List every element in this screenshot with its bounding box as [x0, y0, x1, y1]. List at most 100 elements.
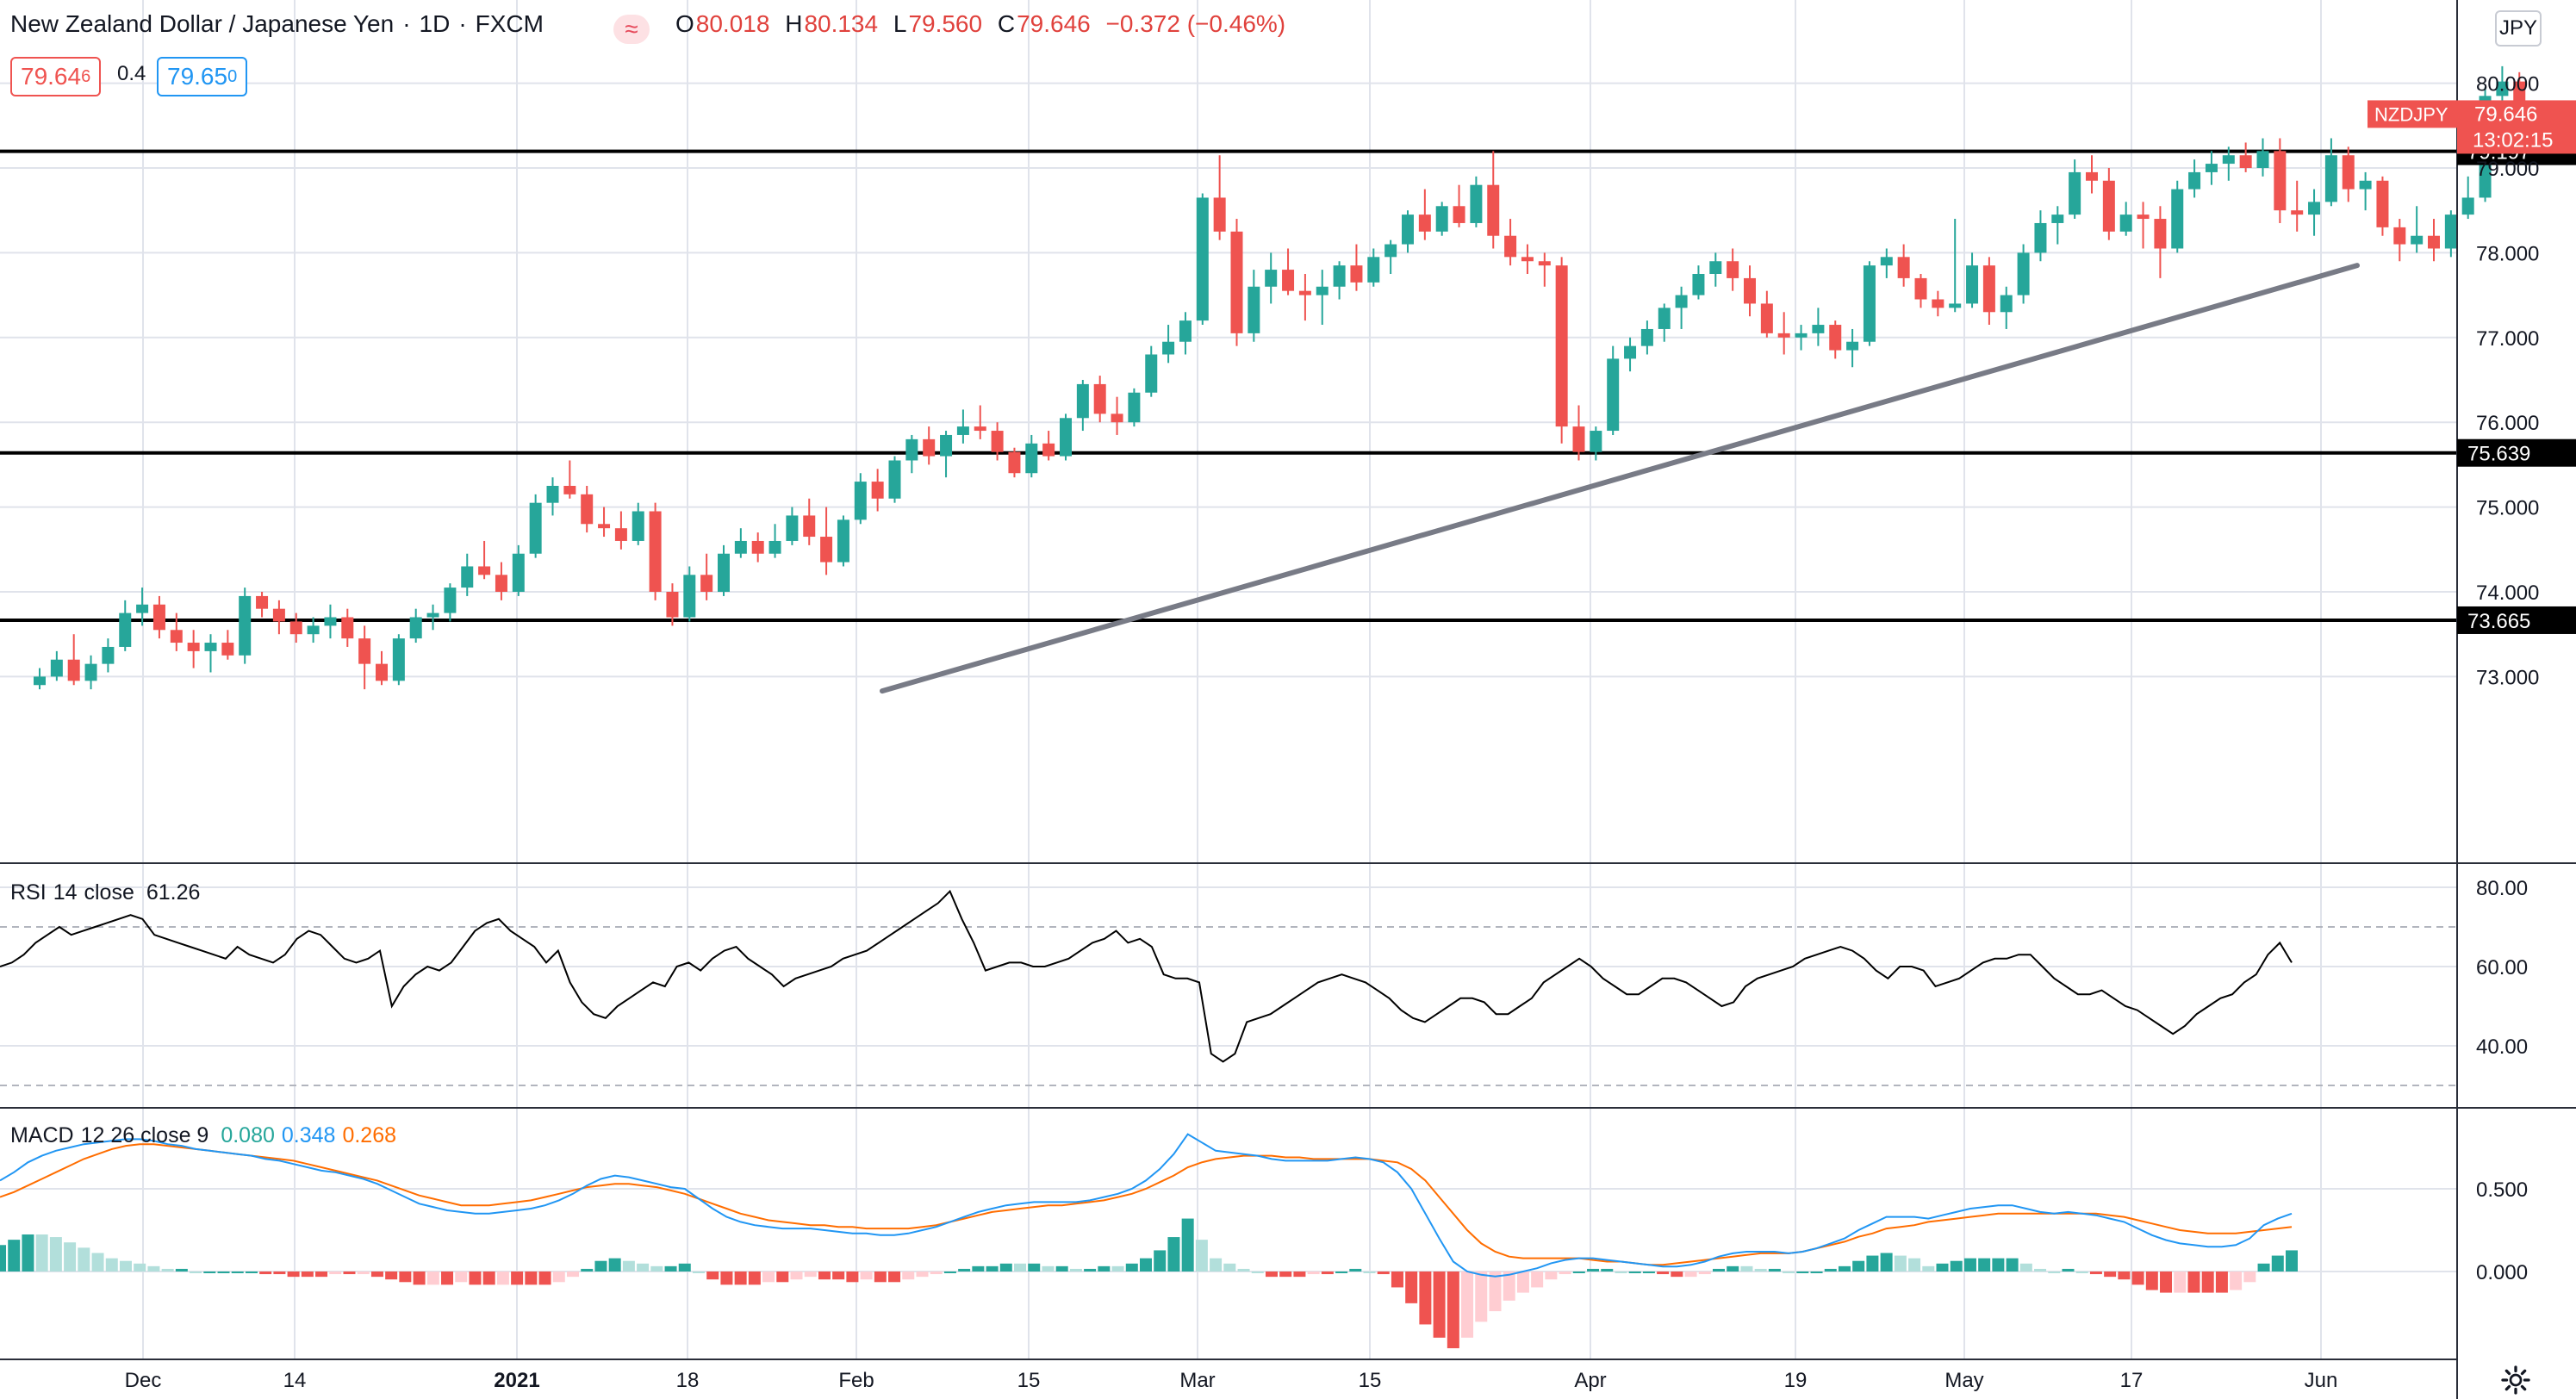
macd-histogram-bar	[1601, 1268, 1614, 1272]
candle-body	[1350, 265, 1363, 283]
macd-line	[0, 1133, 2293, 1278]
candle-body	[598, 524, 611, 529]
candle-body	[940, 434, 953, 457]
symbol-badge-label: NZDJPY	[2374, 103, 2448, 125]
candle-body	[2342, 155, 2355, 190]
candle-body	[324, 617, 337, 626]
candle-body	[2496, 81, 2509, 96]
rsi-legend[interactable]: RSI 14 close 61.26	[10, 880, 207, 905]
candle-body	[2256, 151, 2269, 168]
trendline-layer	[880, 263, 2360, 694]
candle-body	[632, 511, 644, 541]
macd-histogram-bar	[1698, 1272, 1711, 1275]
macd-histogram-bar	[1461, 1272, 1474, 1338]
high-label: H	[785, 10, 803, 37]
macd-histogram-bar	[511, 1272, 524, 1285]
macd-histogram-bar	[2104, 1272, 2117, 1278]
candle-body	[923, 438, 936, 457]
candle-body	[1795, 333, 1808, 338]
candle-body	[956, 426, 969, 435]
macd-histogram-bar	[2048, 1272, 2061, 1273]
macd-hist-value: 0.080	[221, 1123, 275, 1147]
candle-body	[1760, 303, 1773, 333]
macd-histogram-bar	[1237, 1268, 1250, 1272]
macd-histogram-bar	[1713, 1268, 1725, 1272]
macd-histogram-bar	[1321, 1272, 1334, 1275]
macd-histogram-bar	[399, 1272, 412, 1283]
macd-histogram-bar	[2201, 1272, 2214, 1293]
candle-body	[1777, 333, 1790, 338]
candle-body	[2393, 227, 2406, 245]
macd-histogram-bar	[762, 1272, 775, 1283]
candle-body	[187, 643, 200, 651]
gear-icon[interactable]	[2500, 1365, 2531, 1396]
macd-legend[interactable]: MACD 12 26 close 9 0.080 0.348 0.268	[10, 1123, 403, 1148]
macd-histogram-bar	[552, 1272, 565, 1283]
macd-histogram-bar	[1111, 1265, 1124, 1272]
candle-body	[905, 438, 918, 461]
candle-body	[1402, 215, 1414, 245]
grid-lines	[0, 0, 2457, 1359]
candle-body	[1829, 325, 1842, 351]
macd-histogram-bar	[1559, 1272, 1571, 1275]
macd-histogram-bar	[1307, 1272, 1320, 1275]
macd-histogram-bar	[2131, 1272, 2144, 1285]
macd-histogram-bar	[706, 1272, 719, 1280]
macd-histogram-bar	[2160, 1272, 2173, 1293]
sell-price-button[interactable]: 79.646	[10, 57, 102, 96]
macd-histogram-bar	[1531, 1272, 1544, 1288]
candle-body	[409, 617, 422, 639]
macd-histogram-bar	[119, 1260, 132, 1272]
candle-body	[2000, 295, 2013, 313]
candle-body	[700, 575, 713, 592]
candle-body	[1949, 303, 1962, 308]
macd-histogram-bar	[1628, 1272, 1641, 1273]
macd-histogram-bar	[1684, 1272, 1697, 1278]
macd-histogram-bar	[943, 1272, 956, 1273]
macd-histogram-bar	[35, 1234, 48, 1272]
macd-histogram-bar	[329, 1272, 342, 1275]
candle-body	[289, 621, 302, 635]
candle-body	[307, 625, 320, 635]
buy-price-button[interactable]: 79.650	[157, 57, 248, 96]
macd-histogram-bar	[1894, 1255, 1907, 1272]
candle-body	[1846, 341, 1859, 351]
currency-badge[interactable]: JPY	[2495, 10, 2542, 47]
high-value: 80.134	[804, 10, 879, 37]
macd-histogram-bar	[203, 1272, 216, 1273]
last-price-label: 79.646	[2474, 103, 2537, 126]
macd-histogram-bar	[1671, 1272, 1683, 1278]
macd-histogram-bar	[1572, 1272, 1585, 1273]
macd-histogram-bar	[1084, 1268, 1097, 1272]
macd-histogram-bar	[496, 1272, 509, 1285]
symbol-title[interactable]: New Zealand Dollar / Japanese Yen	[10, 10, 395, 37]
macd-histogram-bar	[1866, 1255, 1879, 1272]
macd-histogram-bar	[1210, 1258, 1223, 1272]
macd-histogram-bar	[1783, 1272, 1795, 1273]
low-value: 79.560	[908, 10, 983, 37]
rsi-length: 14	[53, 880, 78, 905]
macd-histogram-bar	[1545, 1272, 1558, 1280]
candle-body	[2222, 155, 2235, 165]
macd-histogram-bar	[692, 1272, 705, 1273]
macd-histogram-bar	[64, 1242, 77, 1272]
macd-histogram-bar	[2118, 1272, 2131, 1280]
candle-body	[1453, 206, 1465, 223]
price-tick-label: 77.000	[2476, 327, 2539, 351]
macd-histogram-bar	[78, 1247, 90, 1272]
candle-body	[392, 638, 405, 681]
candle-body	[1897, 257, 1910, 278]
macd-histogram-bar	[1391, 1272, 1403, 1288]
macd-histogram-bar	[1069, 1268, 1082, 1272]
macd-histogram-bar	[1768, 1268, 1781, 1272]
candle-body	[2069, 171, 2081, 215]
macd-histogram-bar	[301, 1272, 314, 1278]
macd-histogram-bar	[2215, 1272, 2228, 1293]
interval-label[interactable]: 1D	[419, 10, 451, 37]
waves-icon[interactable]: ≈	[613, 15, 650, 44]
macd-histogram-bar	[2075, 1272, 2088, 1273]
macd-histogram-bar	[999, 1263, 1012, 1272]
candle-body	[2188, 171, 2201, 190]
price-tick-label: 75.000	[2476, 497, 2539, 520]
